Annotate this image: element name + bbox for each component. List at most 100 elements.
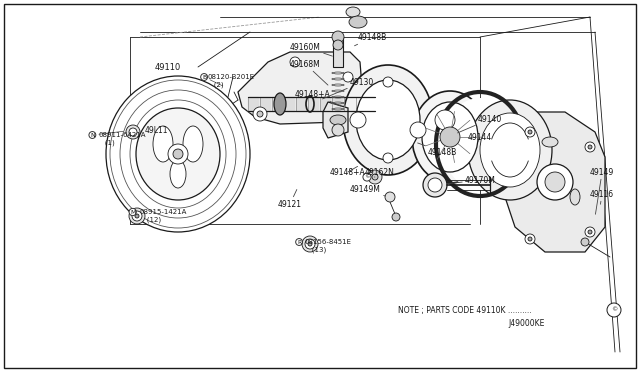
Ellipse shape — [153, 126, 173, 162]
Circle shape — [129, 208, 145, 224]
Text: 49160M: 49160M — [290, 42, 332, 56]
Text: 49148+A: 49148+A — [295, 90, 340, 106]
Ellipse shape — [330, 115, 346, 125]
Circle shape — [333, 40, 343, 50]
Circle shape — [588, 230, 592, 234]
Circle shape — [588, 145, 592, 149]
Polygon shape — [323, 102, 348, 138]
Circle shape — [126, 125, 140, 139]
Text: 49168M: 49168M — [290, 60, 328, 85]
Circle shape — [383, 153, 393, 163]
Circle shape — [545, 172, 565, 192]
Text: 49110: 49110 — [155, 62, 181, 71]
Circle shape — [253, 107, 267, 121]
Polygon shape — [238, 52, 362, 124]
Circle shape — [585, 227, 595, 237]
Ellipse shape — [343, 65, 433, 175]
Circle shape — [581, 238, 589, 246]
Ellipse shape — [412, 91, 488, 183]
Text: (2): (2) — [207, 82, 223, 88]
Ellipse shape — [170, 160, 186, 188]
Ellipse shape — [542, 137, 558, 147]
Circle shape — [132, 211, 142, 221]
Ellipse shape — [480, 113, 540, 187]
Text: ©: © — [364, 174, 375, 180]
Circle shape — [308, 242, 312, 246]
Text: 49148+A: 49148+A — [330, 166, 365, 176]
Circle shape — [368, 170, 382, 184]
Polygon shape — [344, 97, 354, 111]
Circle shape — [585, 142, 595, 152]
Circle shape — [135, 214, 139, 218]
Circle shape — [385, 192, 395, 202]
Circle shape — [392, 213, 400, 221]
Ellipse shape — [136, 108, 220, 200]
Text: N: N — [90, 131, 124, 138]
Text: 49121: 49121 — [278, 189, 302, 208]
Circle shape — [525, 234, 535, 244]
Bar — [333, 37, 343, 67]
Polygon shape — [272, 97, 282, 111]
Ellipse shape — [442, 98, 518, 190]
Text: 49130: 49130 — [323, 77, 374, 99]
Circle shape — [410, 122, 426, 138]
Polygon shape — [320, 97, 330, 111]
Text: ©: © — [611, 308, 617, 312]
Circle shape — [528, 130, 532, 134]
Polygon shape — [260, 97, 270, 111]
Text: 49170M: 49170M — [448, 176, 496, 185]
Circle shape — [332, 31, 344, 43]
Circle shape — [129, 128, 137, 136]
Polygon shape — [505, 112, 605, 252]
Ellipse shape — [570, 189, 580, 205]
Circle shape — [537, 164, 573, 200]
Circle shape — [423, 173, 447, 197]
Text: 49162N: 49162N — [365, 167, 395, 176]
Circle shape — [173, 149, 183, 159]
Text: 08915-1421A: 08915-1421A — [140, 209, 188, 215]
Ellipse shape — [468, 100, 552, 200]
Polygon shape — [332, 97, 342, 111]
Polygon shape — [296, 97, 306, 111]
Text: (12): (12) — [140, 217, 161, 223]
Circle shape — [257, 111, 263, 117]
Circle shape — [350, 112, 366, 128]
Ellipse shape — [274, 93, 286, 115]
Circle shape — [343, 72, 353, 82]
Text: M: M — [130, 209, 137, 215]
Circle shape — [168, 144, 188, 164]
Ellipse shape — [332, 124, 344, 136]
Circle shape — [372, 174, 378, 180]
Ellipse shape — [349, 16, 367, 28]
Text: B: B — [202, 74, 223, 86]
Polygon shape — [308, 97, 318, 111]
Text: 49149: 49149 — [590, 167, 614, 214]
Text: R: R — [297, 240, 307, 244]
Text: NOTE ; PARTS CODE 49110K ..........: NOTE ; PARTS CODE 49110K .......... — [398, 305, 532, 314]
Text: 08120-B201E: 08120-B201E — [207, 74, 254, 80]
Ellipse shape — [346, 7, 360, 17]
Text: 49140: 49140 — [458, 115, 502, 133]
Text: J49000KE: J49000KE — [508, 320, 545, 328]
Circle shape — [383, 77, 393, 87]
Text: 08156-8451E: 08156-8451E — [305, 239, 352, 245]
Circle shape — [428, 178, 442, 192]
Circle shape — [528, 237, 532, 241]
Circle shape — [607, 303, 621, 317]
Circle shape — [302, 236, 318, 252]
Ellipse shape — [106, 76, 250, 232]
Ellipse shape — [422, 102, 478, 172]
Text: (13): (13) — [305, 247, 326, 253]
Text: 49116: 49116 — [590, 189, 614, 204]
Text: 49L11: 49L11 — [145, 125, 168, 135]
Text: 49149M: 49149M — [350, 185, 385, 196]
Text: 49148B: 49148B — [355, 32, 387, 46]
Polygon shape — [248, 97, 258, 111]
Circle shape — [305, 239, 315, 249]
Circle shape — [290, 57, 300, 67]
Ellipse shape — [356, 80, 420, 160]
Ellipse shape — [183, 126, 203, 162]
Polygon shape — [356, 97, 366, 111]
Polygon shape — [284, 97, 294, 111]
Polygon shape — [428, 105, 458, 135]
